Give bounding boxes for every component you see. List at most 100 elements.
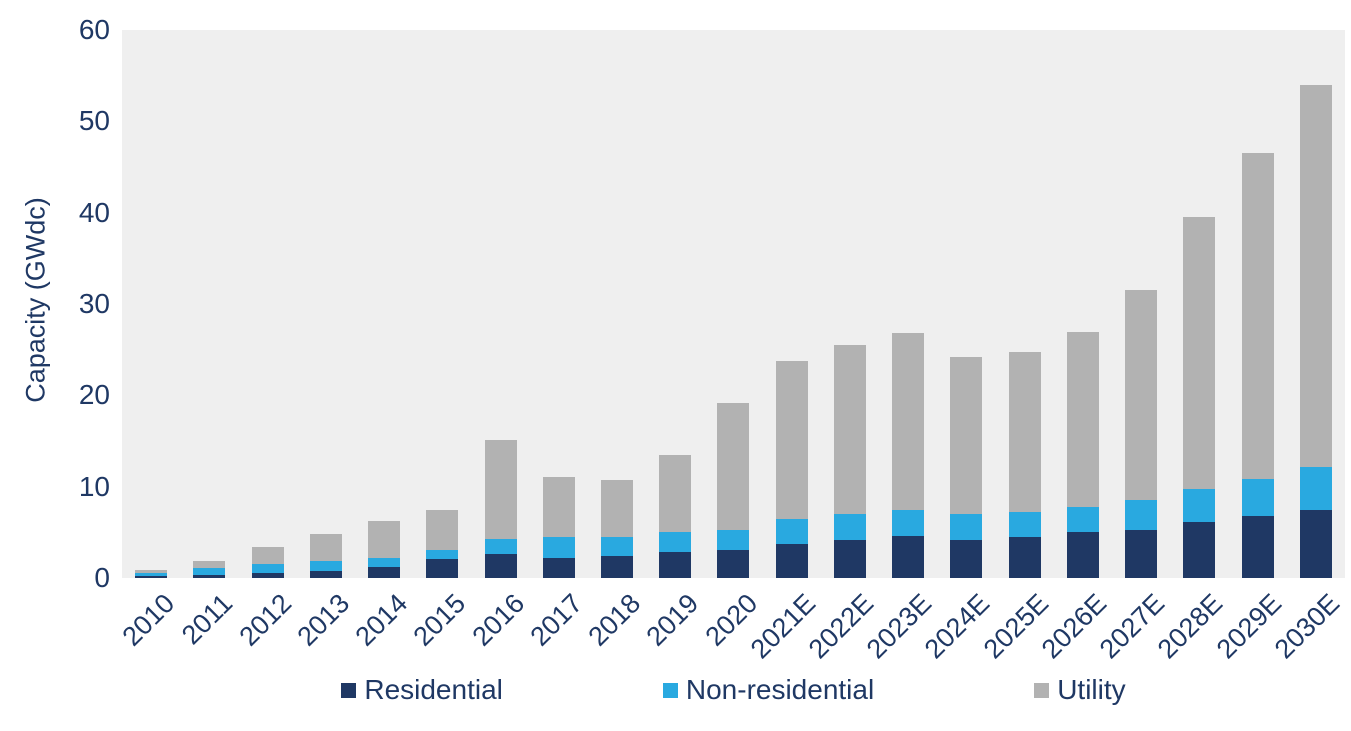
legend-swatch-icon xyxy=(1034,682,1050,698)
bar-segment-residential xyxy=(1241,515,1274,578)
stacked-bar-2027E xyxy=(1125,30,1158,578)
legend-label: Utility xyxy=(1057,674,1126,705)
bar-segment-utility xyxy=(251,546,284,565)
bar-segment-residential xyxy=(833,539,866,578)
bar-segment-residential xyxy=(368,567,401,578)
bar-segment-non-residential xyxy=(775,518,808,545)
stacked-bar-2021E xyxy=(775,30,808,578)
bar-slot xyxy=(355,30,413,578)
bar-slot xyxy=(122,30,180,578)
bar-segment-utility xyxy=(426,509,459,550)
bar-segment-utility xyxy=(1066,332,1099,507)
bar-slot xyxy=(413,30,471,578)
bar-segment-non-residential xyxy=(1183,489,1216,523)
stacked-bar-2029E xyxy=(1241,30,1274,578)
stacked-bar-2022E xyxy=(833,30,866,578)
bar-segment-residential xyxy=(717,549,750,578)
bar-segment-utility xyxy=(717,402,750,530)
bar-segment-utility xyxy=(600,480,633,537)
bar-segment-non-residential xyxy=(1125,500,1158,530)
bar-segment-non-residential xyxy=(368,557,401,568)
stacked-bar-2030E xyxy=(1299,30,1332,578)
x-tick-label: 2016 xyxy=(466,588,530,652)
x-tick-label: 2017 xyxy=(524,588,588,652)
stacked-bar-2028E xyxy=(1183,30,1216,578)
bar-segment-utility xyxy=(775,360,808,519)
stacked-bar-2011 xyxy=(193,30,226,578)
legend-label: Non-residential xyxy=(685,674,875,705)
legend-swatch-icon xyxy=(341,682,357,698)
stacked-bar-2018 xyxy=(600,30,633,578)
bar-segment-utility xyxy=(309,534,342,561)
bar-slot xyxy=(238,30,296,578)
bar-segment-non-residential xyxy=(1066,506,1099,533)
bar-segment-utility xyxy=(135,570,168,573)
bar-segment-residential xyxy=(659,552,692,578)
y-tick-label: 0 xyxy=(94,562,110,593)
stacked-bar-2017 xyxy=(542,30,575,578)
bar-slot xyxy=(763,30,821,578)
bar-segment-utility xyxy=(950,357,983,515)
bar-segment-residential xyxy=(950,539,983,578)
bar-segment-non-residential xyxy=(251,564,284,574)
y-tick-label: 20 xyxy=(78,379,110,411)
x-tick-label: 2019 xyxy=(640,588,705,652)
bar-segment-residential xyxy=(1066,532,1099,578)
bar-segment-non-residential xyxy=(892,509,925,536)
x-tick-label: 2024E xyxy=(919,588,996,665)
bar-segment-utility xyxy=(542,476,575,537)
bar-segment-utility xyxy=(1125,290,1158,501)
stacked-bar-2010 xyxy=(135,30,168,578)
stacked-bar-2016 xyxy=(484,30,517,578)
bar-slot xyxy=(1112,30,1170,578)
bar-segment-non-residential xyxy=(484,538,517,555)
bar-segment-residential xyxy=(600,556,633,578)
x-tick-label: 2027E xyxy=(1093,588,1171,665)
legend-swatch-icon xyxy=(662,682,678,698)
y-tick-label: 60 xyxy=(78,14,110,45)
legend-label: Residential xyxy=(364,674,503,705)
bar-slot xyxy=(704,30,762,578)
legend-item-residential: Residential xyxy=(341,674,503,706)
stacked-bar-2014 xyxy=(368,30,401,578)
bar-segment-utility xyxy=(484,440,517,539)
x-tick-label: 2020 xyxy=(699,588,763,652)
legend: Residential Non-residential Utility xyxy=(122,674,1345,706)
bar-segment-non-residential xyxy=(950,514,983,540)
bar-segment-non-residential xyxy=(600,536,633,557)
y-tick-label: 40 xyxy=(78,196,110,228)
bar-segment-non-residential xyxy=(1299,466,1332,510)
bar-segment-utility xyxy=(892,333,925,510)
bar-segment-residential xyxy=(1008,536,1041,578)
bar-segment-non-residential xyxy=(833,514,866,540)
bar-slot xyxy=(821,30,879,578)
y-axis-ticks: 0 10 20 30 40 50 60 xyxy=(0,14,110,593)
stacked-bar-2019 xyxy=(659,30,692,578)
bar-segment-residential xyxy=(1125,529,1158,578)
x-tick-label: 2029E xyxy=(1210,588,1287,665)
bar-slot xyxy=(471,30,529,578)
stacked-bar-2025E xyxy=(1008,30,1041,578)
x-tick-label: 2011 xyxy=(176,588,239,651)
stacked-bar-2020 xyxy=(717,30,750,578)
bar-segment-residential xyxy=(892,536,925,578)
bar-segment-residential xyxy=(193,575,226,578)
x-tick-label: 2030E xyxy=(1268,588,1346,665)
bar-segment-residential xyxy=(542,557,575,578)
x-tick-label: 2018 xyxy=(582,588,647,652)
x-tick-label: 2010 xyxy=(116,588,181,652)
bar-slot xyxy=(937,30,995,578)
bar-segment-utility xyxy=(193,560,226,568)
bar-segment-utility xyxy=(659,454,692,533)
legend-item-utility: Utility xyxy=(1034,674,1126,706)
stacked-bar-2023E xyxy=(892,30,925,578)
legend-item-non-residential: Non-residential xyxy=(662,674,875,706)
x-tick-label: 2025E xyxy=(977,588,1054,665)
x-tick-label: 2023E xyxy=(860,588,938,665)
bar-slot xyxy=(588,30,646,578)
bar-segment-utility xyxy=(1299,84,1332,467)
bar-segment-utility xyxy=(1008,352,1041,513)
stacked-bar-2015 xyxy=(426,30,459,578)
stacked-bar-2013 xyxy=(309,30,342,578)
